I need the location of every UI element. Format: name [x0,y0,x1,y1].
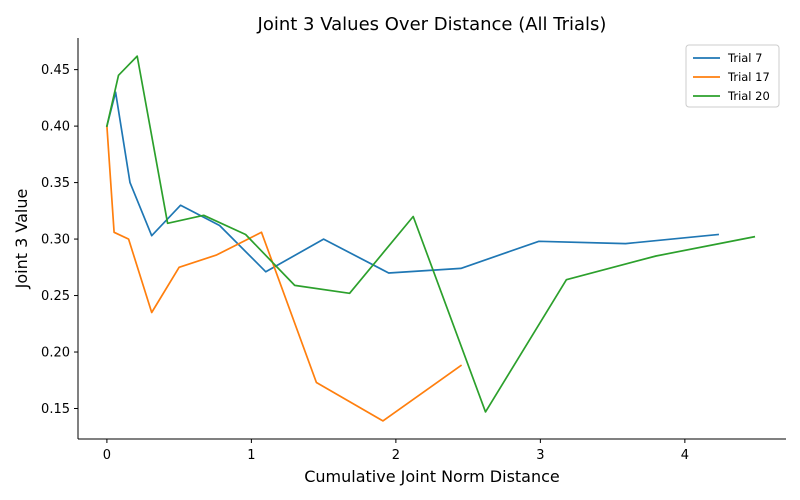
y-tick-label: 0.45 [41,63,70,78]
x-tick-label: 0 [103,448,111,463]
x-axis-title: Cumulative Joint Norm Distance [304,467,560,486]
plot-area [105,55,756,422]
chart-title: Joint 3 Values Over Distance (All Trials… [257,14,607,35]
x-tick-label: 3 [536,448,544,463]
y-tick-label: 0.25 [41,289,70,304]
y-tick-label: 0.30 [41,233,70,248]
x-tick-label: 4 [681,448,689,463]
y-tick-label: 0.40 [41,120,70,135]
series-line-trial-20 [105,55,756,413]
x-tick-label: 1 [247,448,255,463]
series-line-trial-7 [105,91,720,274]
legend-label: Trial 20 [727,89,770,103]
y-axis-title: Joint 3 Value [12,189,31,290]
series-line-trial-17 [105,125,463,422]
x-ticks: 0 1 2 3 4 [103,439,689,463]
legend-label: Trial 17 [727,70,770,84]
legend-label: Trial 7 [727,51,762,65]
y-tick-label: 0.15 [41,402,70,417]
y-ticks: 0.15 0.20 0.25 0.30 0.35 0.40 0.45 [41,63,78,417]
legend-box [685,44,780,108]
y-tick-label: 0.20 [41,346,70,361]
legend: Trial 7 Trial 17 Trial 20 [685,44,780,108]
x-tick-label: 2 [392,448,400,463]
y-tick-label: 0.35 [41,176,70,191]
